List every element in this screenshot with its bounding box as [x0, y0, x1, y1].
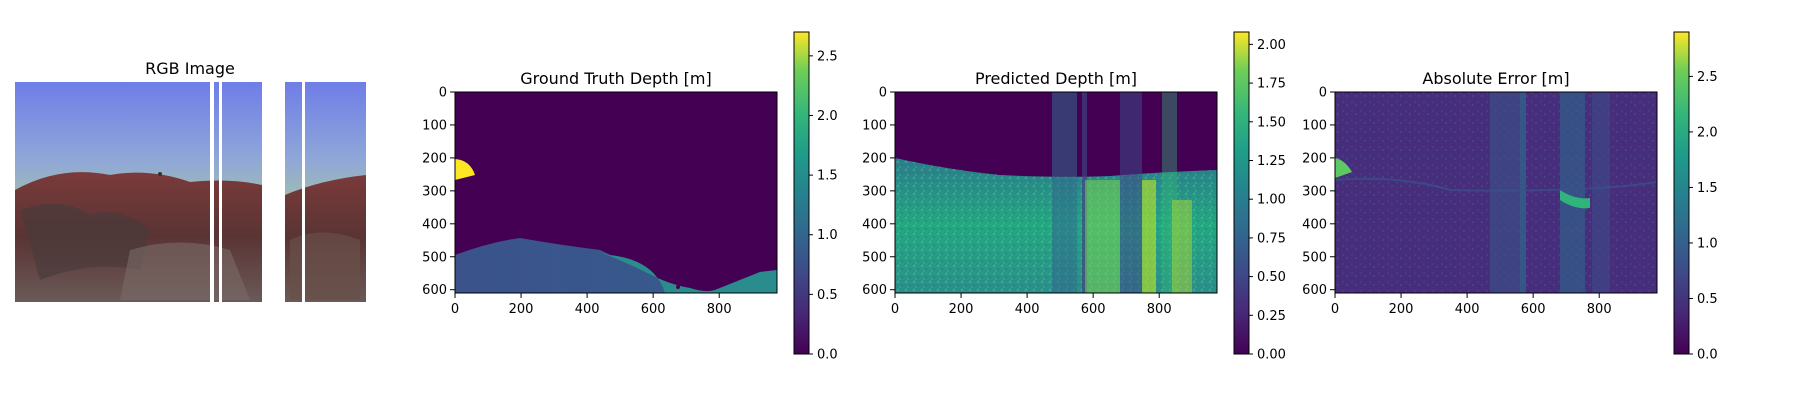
- ground-truth-y-tick-label: 300: [422, 184, 447, 199]
- rgb-image-panel: RGB Image: [15, 59, 366, 302]
- predicted-y-tick-label: 0: [879, 86, 887, 101]
- predicted-colorbar-tick-label: 1.75: [1257, 77, 1286, 92]
- predicted-y-tick-label: 200: [862, 151, 887, 166]
- absolute-error-colorbar-tick-label: 0.5: [1697, 292, 1718, 307]
- ground-truth-colorbar-tick-label: 0.0: [817, 348, 838, 363]
- predicted-x-ticks: 0 200 400 600 800: [891, 293, 1172, 317]
- ground-truth-colorbar-tick-label: 2.5: [817, 49, 838, 64]
- absolute-error-colorbar-tick-label: 0.0: [1697, 348, 1718, 363]
- ground-truth-y-tick-label: 600: [422, 283, 447, 298]
- predicted-y-tick-label: 400: [862, 217, 887, 232]
- rgb-image-title: RGB Image: [145, 59, 235, 78]
- absolute-error-heatmap: [1334, 92, 1658, 293]
- predicted-y-tick-label: 600: [862, 283, 887, 298]
- ground-truth-title: Ground Truth Depth [m]: [520, 69, 711, 88]
- absolute-error-x-tick-label: 200: [1389, 302, 1414, 317]
- ground-truth-colorbar-tick-label: 0.5: [817, 288, 838, 303]
- absolute-error-panel: Absolute Error [m] 0 200 400 600 800 0 100 200…: [1302, 31, 1718, 363]
- predicted-x-tick-label: 600: [1081, 302, 1106, 317]
- absolute-error-x-tick-label: 800: [1587, 302, 1612, 317]
- absolute-error-x-tick-label: 600: [1521, 302, 1546, 317]
- absolute-error-colorbar-ticks: 0.0 0.5 1.0 1.5 2.0 2.5: [1689, 70, 1718, 363]
- absolute-error-y-tick-label: 0: [1319, 86, 1327, 101]
- absolute-error-colorbar-tick-label: 2.0: [1697, 125, 1718, 140]
- ground-truth-colorbar-ticks: 0.0 0.5 1.0 1.5 2.0 2.5: [809, 49, 838, 363]
- predicted-colorbar: [1233, 31, 1250, 355]
- predicted-colorbar-tick-label: 0.75: [1257, 231, 1286, 246]
- absolute-error-y-tick-label: 300: [1302, 184, 1327, 199]
- predicted-colorbar-tick-label: 2.00: [1257, 38, 1286, 53]
- predicted-x-tick-label: 200: [949, 302, 974, 317]
- predicted-panel: Predicted Depth [m] 0 200 400 600 800 0 100 20…: [862, 31, 1286, 363]
- absolute-error-x-tick-label: 0: [1331, 302, 1339, 317]
- ground-truth-x-tick-label: 0: [451, 302, 459, 317]
- absolute-error-y-tick-label: 500: [1302, 250, 1327, 265]
- predicted-colorbar-tick-label: 1.00: [1257, 193, 1286, 208]
- absolute-error-colorbar-tick-label: 2.5: [1697, 70, 1718, 85]
- ground-truth-y-ticks: 0 100 200 300 400 500 600: [422, 86, 455, 298]
- ground-truth-heatmap: [455, 92, 777, 293]
- absolute-error-y-tick-label: 200: [1302, 151, 1327, 166]
- predicted-colorbar-tick-label: 1.25: [1257, 154, 1286, 169]
- ground-truth-y-tick-label: 100: [422, 118, 447, 133]
- ground-truth-colorbar-tick-label: 2.0: [817, 109, 838, 124]
- ground-truth-colorbar-tick-label: 1.5: [817, 169, 838, 184]
- predicted-y-tick-label: 100: [862, 118, 887, 133]
- absolute-error-title: Absolute Error [m]: [1422, 69, 1569, 88]
- ground-truth-colorbar: [793, 31, 810, 355]
- ground-truth-x-tick-label: 800: [707, 302, 732, 317]
- predicted-colorbar-ticks: 0.00 0.25 0.50 0.75 1.00 1.25 1.50 1.75 2.00: [1249, 38, 1286, 363]
- predicted-y-tick-label: 500: [862, 250, 887, 265]
- ground-truth-x-tick-label: 200: [509, 302, 534, 317]
- absolute-error-colorbar: [1673, 31, 1690, 355]
- predicted-title: Predicted Depth [m]: [975, 69, 1137, 88]
- absolute-error-x-tick-label: 400: [1455, 302, 1480, 317]
- ground-truth-x-tick-label: 600: [641, 302, 666, 317]
- ground-truth-y-tick-label: 0: [439, 86, 447, 101]
- predicted-colorbar-tick-label: 0.25: [1257, 309, 1286, 324]
- predicted-colorbar-tick-label: 0.50: [1257, 270, 1286, 285]
- ground-truth-x-ticks: 0 200 400 600 800: [451, 293, 732, 317]
- predicted-colorbar-tick-label: 1.50: [1257, 115, 1286, 130]
- predicted-heatmap: [895, 92, 1217, 293]
- ground-truth-colorbar-tick-label: 1.0: [817, 228, 838, 243]
- ground-truth-x-tick-label: 400: [575, 302, 600, 317]
- ground-truth-panel: Ground Truth Depth [m] 0 200 400 600 800 0 10…: [422, 31, 838, 363]
- ground-truth-y-tick-label: 200: [422, 151, 447, 166]
- rgb-image-right: [285, 82, 366, 302]
- absolute-error-colorbar-tick-label: 1.5: [1697, 181, 1718, 196]
- absolute-error-y-ticks: 0 100 200 300 400 500 600: [1302, 86, 1335, 298]
- absolute-error-colorbar-tick-label: 1.0: [1697, 236, 1718, 251]
- ground-truth-y-tick-label: 500: [422, 250, 447, 265]
- ground-truth-y-tick-label: 400: [422, 217, 447, 232]
- absolute-error-x-ticks: 0 200 400 600 800: [1331, 293, 1612, 317]
- absolute-error-y-tick-label: 400: [1302, 217, 1327, 232]
- absolute-error-y-tick-label: 600: [1302, 283, 1327, 298]
- rgb-image-left: [15, 82, 262, 302]
- predicted-y-ticks: 0 100 200 300 400 500 600: [862, 86, 895, 298]
- absolute-error-y-tick-label: 100: [1302, 118, 1327, 133]
- predicted-x-tick-label: 400: [1015, 302, 1040, 317]
- predicted-x-tick-label: 0: [891, 302, 899, 317]
- predicted-colorbar-tick-label: 0.00: [1257, 348, 1286, 363]
- predicted-x-tick-label: 800: [1147, 302, 1172, 317]
- predicted-y-tick-label: 300: [862, 184, 887, 199]
